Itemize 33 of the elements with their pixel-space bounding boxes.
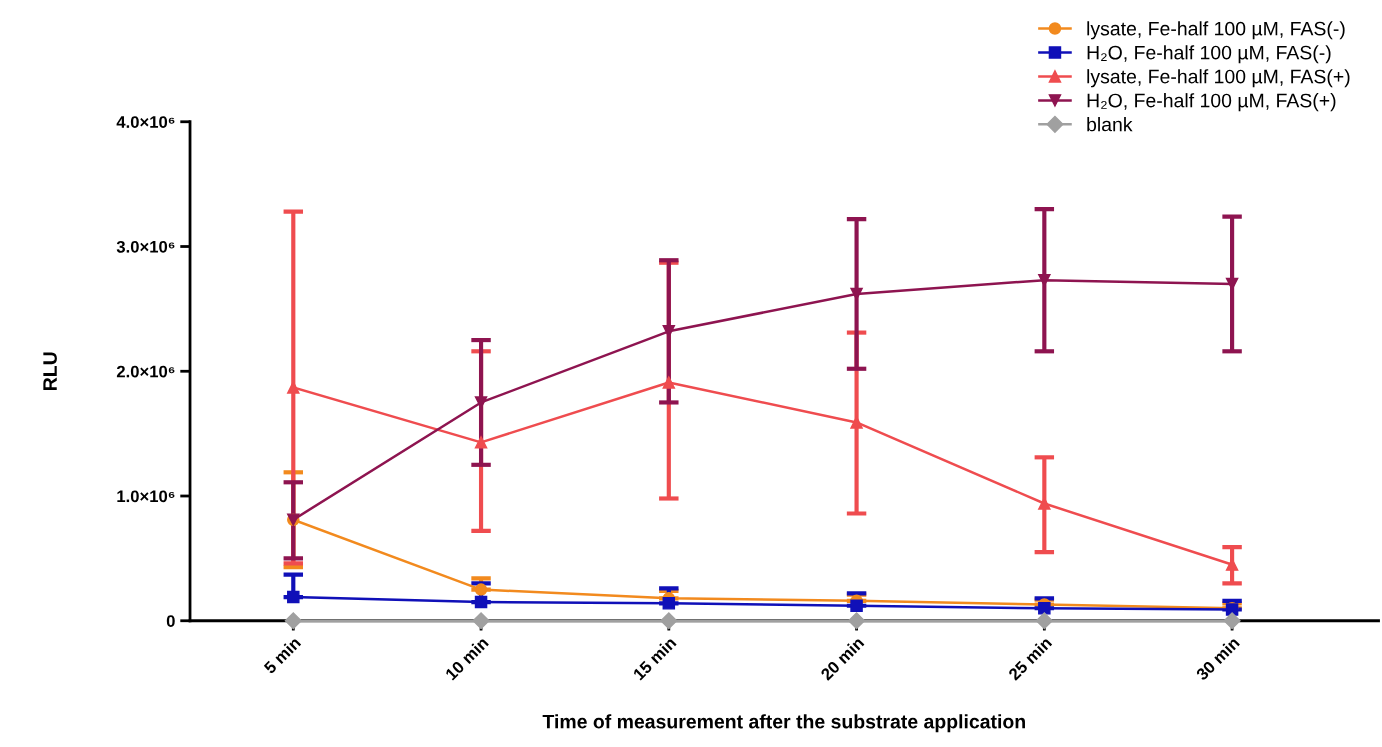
x-tick-label: 5 min	[262, 636, 302, 675]
point	[1038, 602, 1051, 615]
y-tick-label: 3.0×10⁶	[116, 240, 175, 253]
x-tick-label: 30 min	[1195, 636, 1241, 682]
point	[1038, 273, 1051, 287]
legend-label: lysate, Fe-half 100 µM, FAS(+)	[1087, 69, 1350, 88]
point	[1223, 612, 1241, 630]
legend-label: lysate, Fe-half 100 µM, FAS(-)	[1087, 21, 1345, 40]
point	[474, 583, 488, 596]
x-tick-label: 15 min	[632, 636, 677, 681]
point	[660, 612, 678, 630]
point	[848, 612, 866, 630]
point	[662, 597, 676, 610]
y-tick-label: 0	[166, 615, 175, 627]
x-axis-title: Time of measurement after the substrate application	[542, 714, 1025, 733]
point	[284, 612, 302, 630]
x-tick-label: 20 min	[819, 636, 865, 681]
point	[850, 599, 863, 613]
y-tick-label: 4.0×10⁶	[116, 116, 175, 128]
point	[662, 376, 676, 389]
point	[287, 590, 300, 604]
x-tick-label: 10 min	[444, 636, 489, 681]
point	[474, 436, 488, 449]
legend-label: blank	[1087, 117, 1133, 132]
legend-label: H₂O, Fe-half 100 µM, FAS(+)	[1087, 93, 1336, 112]
y-tick-label: 1.0×10⁶	[117, 490, 175, 503]
point	[1035, 612, 1053, 630]
point	[472, 612, 490, 630]
x-tick-label: 25 min	[1007, 636, 1053, 681]
point	[474, 595, 488, 609]
y-axis-title: RLU	[43, 352, 57, 390]
y-tick-label: 2.0×10⁶	[116, 365, 175, 378]
legend-label: H₂O, Fe-half 100 µM, FAS(-)	[1087, 45, 1331, 64]
